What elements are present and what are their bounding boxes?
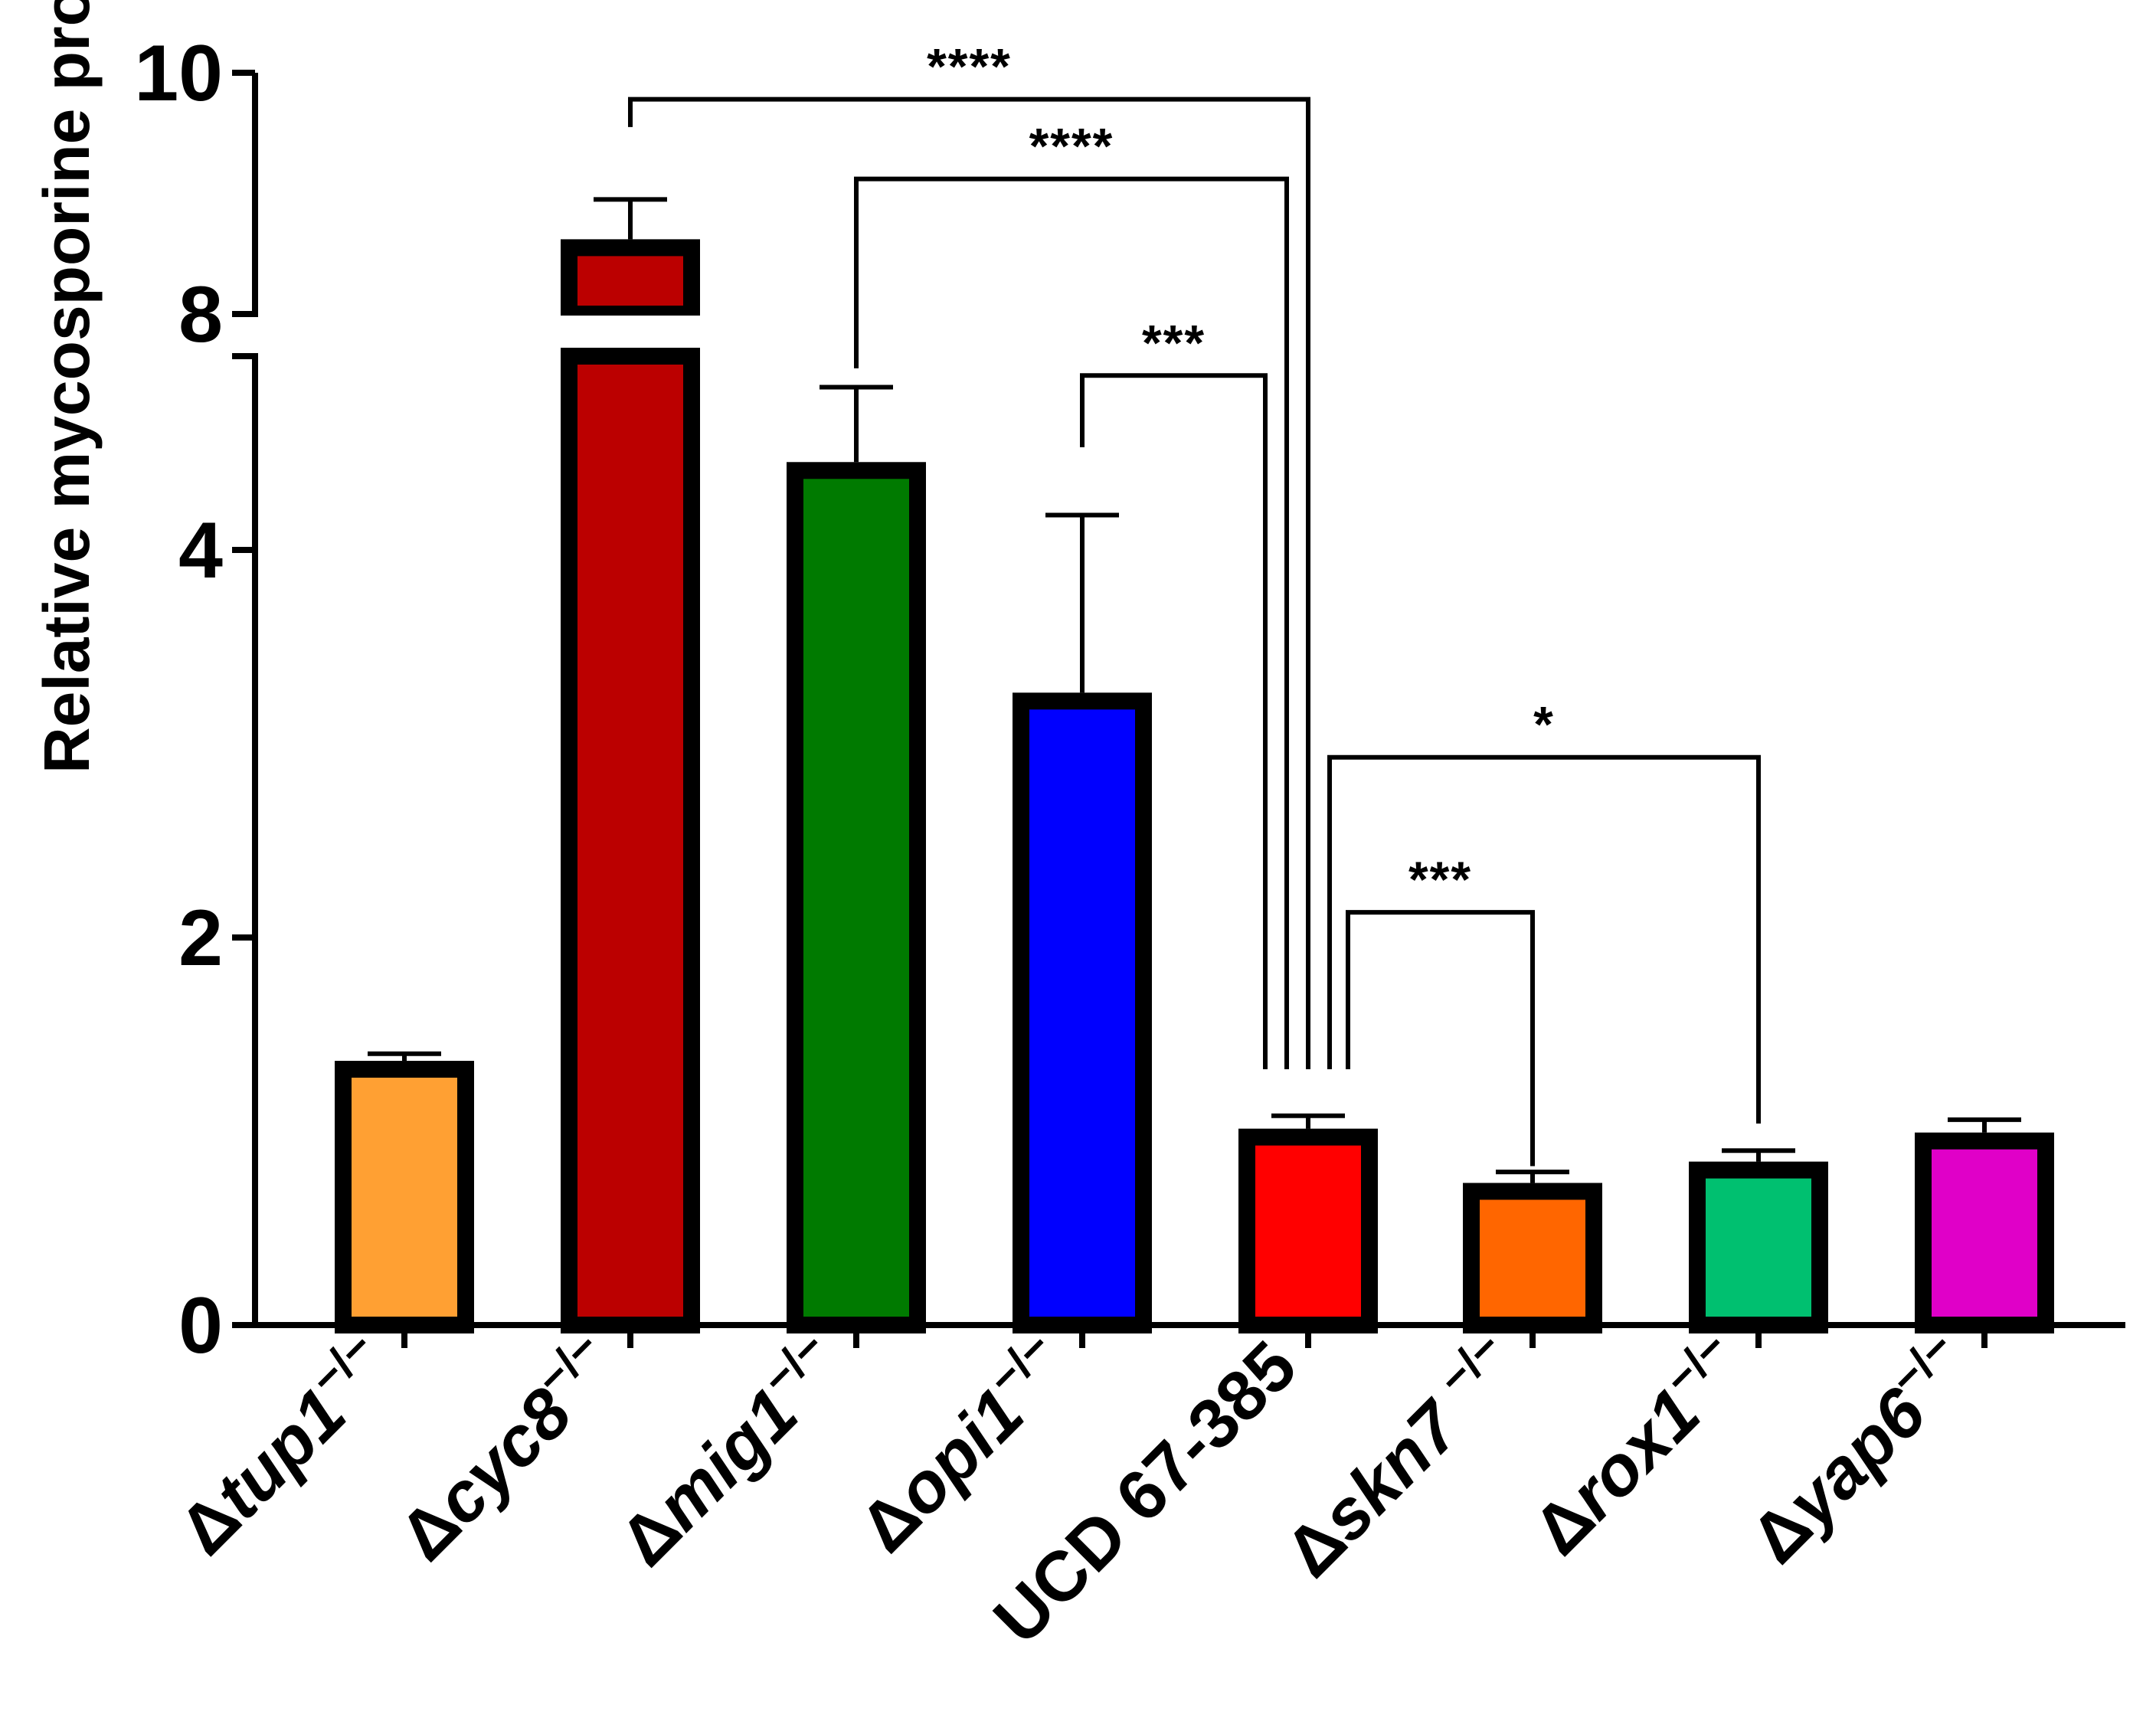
y-tick-label: 10 (134, 29, 223, 118)
bar (1238, 1128, 1378, 1333)
significance-bracket (1080, 373, 1268, 1070)
y-tick-label: 0 (178, 1281, 223, 1370)
axes: 0 2 4 8 10 (134, 29, 2125, 1370)
significance-label: *** (1142, 314, 1206, 371)
bar (561, 348, 700, 1333)
x-tick-label: Δmig1−/− (600, 1321, 859, 1581)
y-tick-label: 4 (178, 506, 223, 595)
significance-bracket (1327, 754, 1761, 1124)
bar (1463, 1183, 1602, 1334)
bar (335, 1061, 474, 1334)
significance-label: **** (927, 38, 1012, 95)
x-tick-label: Δrox1−/− (1513, 1321, 1762, 1570)
significance-bracket (628, 97, 1310, 1070)
significance-label: *** (1408, 851, 1472, 908)
x-tick-label: Δcyc8−/− (379, 1321, 633, 1576)
y-tick-label: 8 (178, 270, 223, 359)
bar (1915, 1132, 2054, 1334)
bar (787, 462, 926, 1333)
y-axis-label: Relative mycosporine production (31, 0, 103, 774)
significance-label: **** (1029, 118, 1114, 175)
bar (1013, 692, 1152, 1333)
x-tick-label: Δopi1−/− (839, 1321, 1085, 1567)
error-bars (368, 197, 2021, 1183)
x-tick-label: Δyap6−/− (1731, 1321, 1988, 1579)
y-tick-label: 2 (178, 894, 223, 983)
significance-brackets: *************** (628, 38, 1761, 1167)
significance-bracket (1346, 910, 1535, 1167)
x-tick-label: Δskn7 −/− (1264, 1321, 1536, 1592)
x-tick-labels: Δtup1−/−Δcyc8−/−Δmig1−/−Δopi1−/−UCD 67-3… (165, 1321, 1988, 1659)
bar-upper (561, 239, 700, 322)
significance-bracket (854, 176, 1289, 1070)
bars (335, 239, 2054, 1334)
significance-label: * (1533, 696, 1555, 753)
bar (1689, 1161, 1828, 1333)
